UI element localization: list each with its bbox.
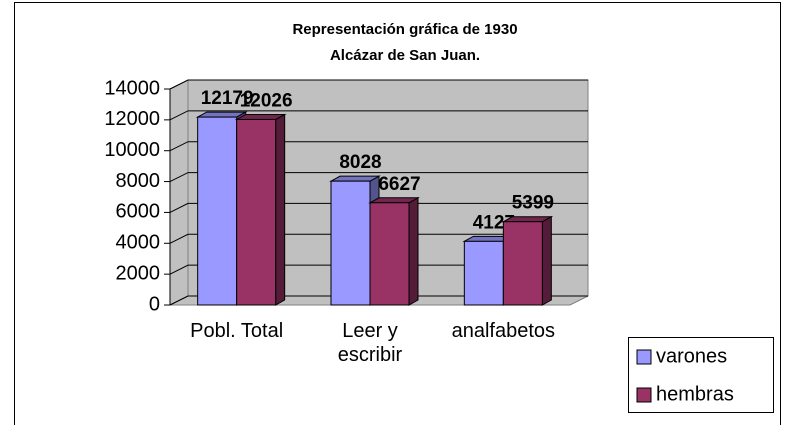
x-tick-label: analfabetos	[451, 320, 556, 342]
y-tick-label: 8000	[116, 170, 161, 192]
bar-top	[501, 216, 554, 223]
bar-top	[368, 197, 420, 204]
legend-swatch	[636, 387, 652, 403]
legend	[628, 337, 774, 413]
chart-title: Alcázar de San Juan.	[330, 47, 480, 64]
value-label: 12026	[240, 90, 293, 111]
value-label: 6627	[378, 174, 420, 195]
legend-label: varones	[656, 345, 727, 367]
grid-line	[169, 295, 588, 306]
bar	[368, 196, 420, 306]
grid-line	[169, 264, 588, 275]
bar-front	[236, 118, 277, 306]
bar-side	[408, 196, 419, 306]
grid-line	[169, 172, 588, 183]
y-tick-label: 10000	[104, 139, 160, 161]
bar-front	[330, 180, 371, 306]
bar-side	[541, 215, 552, 306]
y-tick-label: 2000	[116, 262, 161, 284]
bar-top	[234, 113, 287, 120]
y-tick-label: 4000	[116, 232, 161, 254]
value-label: 5399	[512, 193, 554, 214]
bar-front	[369, 202, 410, 306]
bar-side	[275, 113, 286, 306]
grid-line	[169, 233, 588, 244]
y-tick-label: 14000	[104, 77, 160, 99]
grid-line	[169, 110, 588, 121]
bar-front	[502, 221, 543, 306]
x-tick-label: Leer y escribir	[337, 320, 403, 366]
bar-front	[463, 240, 504, 306]
y-tick-label: 12000	[104, 108, 160, 130]
x-tick-label: Pobl. Total	[190, 320, 284, 342]
x-tick-label-box: analfabetos	[451, 320, 556, 342]
y-tick-label: 0	[149, 293, 160, 315]
legend-swatch	[636, 349, 652, 365]
value-label: 8028	[339, 152, 381, 173]
side-wall	[169, 79, 189, 306]
bar-top	[329, 175, 381, 182]
y-tick-label: 6000	[116, 201, 161, 223]
x-tick-label-box: Pobl. Total	[190, 320, 284, 342]
grid-line	[169, 141, 588, 152]
bar	[234, 113, 287, 306]
bar	[501, 215, 554, 306]
x-tick-label-box: Leer y escribir	[337, 320, 403, 366]
bar-front	[197, 116, 238, 306]
legend-label: hembras	[656, 383, 734, 405]
grid-line	[169, 202, 588, 213]
value-label: 12179	[201, 88, 254, 109]
chart-title: Representación gráfica de 1930	[292, 21, 517, 38]
grid-line	[169, 79, 588, 90]
bar-top	[195, 111, 248, 118]
